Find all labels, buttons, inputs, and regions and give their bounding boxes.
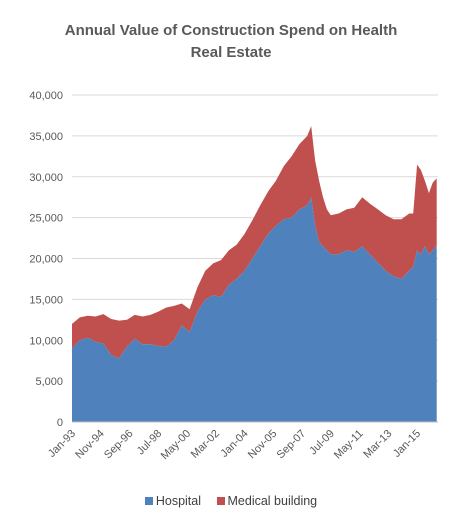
x-tick-label: Sep-96 <box>102 428 136 462</box>
legend-swatch-hospital <box>144 497 153 505</box>
y-tick-label: 35,000 <box>29 131 63 143</box>
x-tick-label: Jan-04 <box>218 428 250 460</box>
legend-label-hospital: Hospital <box>155 494 202 508</box>
x-tick-label: Jan-15 <box>391 428 423 460</box>
chart-legend: Hospital Medical building <box>0 494 462 508</box>
x-tick-label: Nov-05 <box>246 428 280 462</box>
x-tick-label: Nov-94 <box>73 428 107 462</box>
x-tick-label: Sep-07 <box>275 428 309 462</box>
y-tick-label: 5,000 <box>35 376 63 388</box>
x-tick-label: May-00 <box>159 428 193 462</box>
legend-label-medical-building: Medical building <box>227 494 318 508</box>
y-tick-label: 10,000 <box>29 335 63 347</box>
y-tick-label: 30,000 <box>29 172 63 184</box>
y-tick-label: 20,000 <box>29 254 63 266</box>
y-tick-label: 15,000 <box>29 294 63 306</box>
area-hospital <box>72 197 437 422</box>
chart-title: Annual Value of Construction Spend on He… <box>0 20 462 64</box>
chart-title-line-2: Real Estate <box>190 44 272 61</box>
chart-plot: 0 5,000 10,000 15,000 20,000 25,000 30,000 35,0… <box>29 90 438 462</box>
legend-item-medical-building: Medical building <box>216 494 318 508</box>
y-tick-label: 0 <box>57 417 63 429</box>
x-tick-label: Jan-93 <box>46 428 78 460</box>
x-tick-label: Mar-02 <box>189 428 222 461</box>
area-medical-building <box>72 126 437 359</box>
y-tick-label: 40,000 <box>29 90 63 102</box>
y-tick-label: 25,000 <box>29 213 63 225</box>
legend-item-hospital: Hospital <box>144 494 202 508</box>
chart-title-line-1: Annual Value of Construction Spend on He… <box>64 22 398 39</box>
x-tick-label: Mar-13 <box>361 428 394 461</box>
legend-swatch-medical-building <box>216 497 225 505</box>
x-tick-label: May-11 <box>332 428 366 462</box>
